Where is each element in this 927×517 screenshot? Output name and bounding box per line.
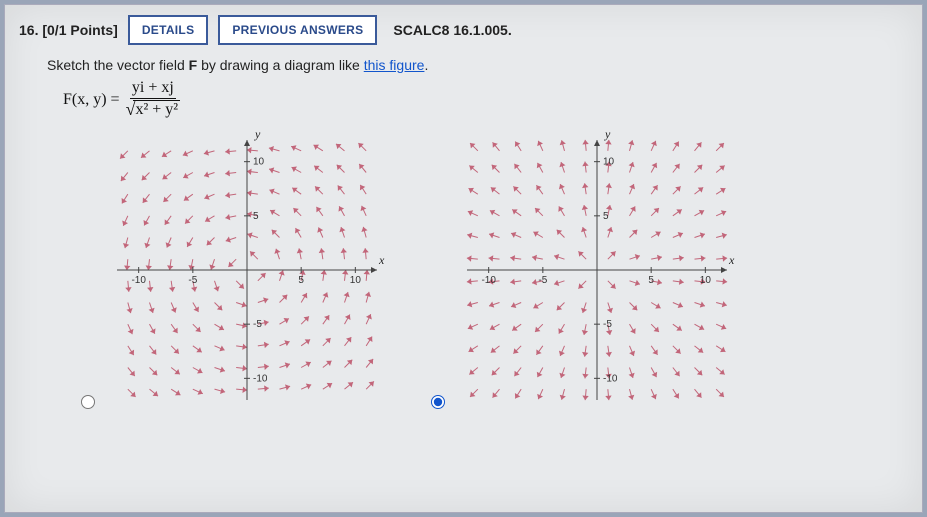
vector-field-rotational: -10 -10 -5 -5 5 5 10 10 x y: [107, 130, 387, 410]
svg-text:10: 10: [603, 157, 615, 168]
svg-text:y: y: [604, 130, 611, 141]
formula: F(x, y) = yi + xj x² + y²: [63, 79, 908, 120]
question-panel: { "header": { "question_number": "16.", …: [4, 4, 923, 513]
svg-text:10: 10: [253, 157, 265, 168]
option-right[interactable]: -10 -10 -5 -5 5 5 10 10 x y: [457, 130, 737, 410]
vector-field-outward: -10 -10 -5 -5 5 5 10 10 x y: [457, 130, 737, 410]
option-left-radio[interactable]: [81, 395, 95, 409]
textbook-ref: SCALC8 16.1.005.: [393, 22, 511, 38]
svg-text:-10: -10: [253, 373, 268, 384]
details-button[interactable]: DETAILS: [128, 15, 209, 45]
svg-text:5: 5: [253, 211, 259, 222]
svg-text:x: x: [378, 253, 385, 267]
option-right-radio[interactable]: [431, 395, 445, 409]
svg-text:-10: -10: [131, 275, 146, 286]
svg-text:10: 10: [700, 275, 712, 286]
previous-answers-button[interactable]: PREVIOUS ANSWERS: [218, 15, 377, 45]
svg-text:y: y: [254, 130, 261, 141]
question-header: 16. [0/1 Points] DETAILS PREVIOUS ANSWER…: [19, 15, 908, 45]
svg-text:-5: -5: [253, 319, 262, 330]
question-number: 16. [0/1 Points]: [19, 22, 118, 38]
answer-options: -10 -10 -5 -5 5 5 10 10 x y -10 -10 -5 -5 5 5 10 10 x y: [107, 130, 908, 410]
option-left[interactable]: -10 -10 -5 -5 5 5 10 10 x y: [107, 130, 387, 410]
svg-text:-10: -10: [603, 373, 618, 384]
svg-text:-5: -5: [188, 275, 197, 286]
svg-text:-10: -10: [481, 275, 496, 286]
svg-text:x: x: [728, 253, 735, 267]
svg-text:5: 5: [603, 211, 609, 222]
svg-text:10: 10: [350, 275, 362, 286]
this-figure-link[interactable]: this figure: [364, 57, 425, 73]
svg-text:-5: -5: [603, 319, 612, 330]
prompt-text: Sketch the vector field F by drawing a d…: [47, 57, 908, 73]
svg-text:-5: -5: [538, 275, 547, 286]
svg-text:5: 5: [648, 275, 654, 286]
svg-text:5: 5: [298, 275, 304, 286]
